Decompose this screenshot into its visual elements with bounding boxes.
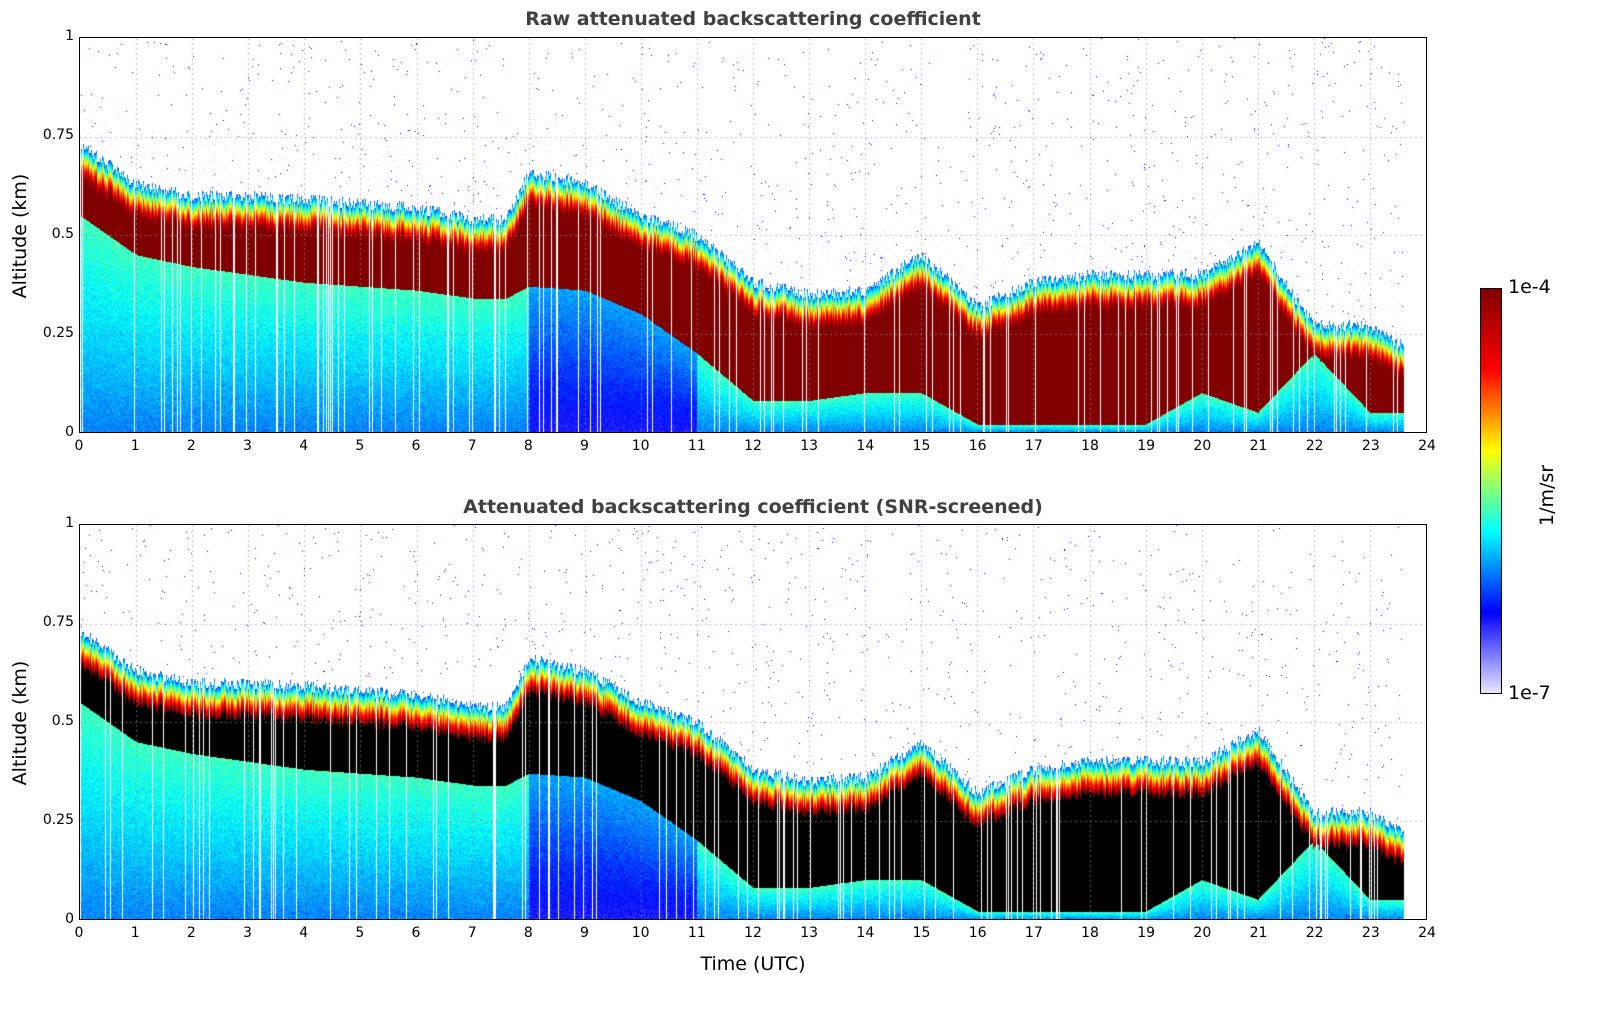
x-tick-label: 7 bbox=[467, 925, 477, 941]
x-tick-label: 23 bbox=[1361, 438, 1380, 454]
x-tick-label: 12 bbox=[744, 925, 762, 941]
x-tick-label: 22 bbox=[1305, 925, 1324, 941]
x-tick-label: 18 bbox=[1081, 925, 1099, 941]
y-tick-label: 0.25 bbox=[42, 812, 74, 828]
colorbar-max-label: 1e-4 bbox=[1508, 276, 1551, 298]
y-tick-label: 0 bbox=[65, 911, 74, 927]
x-tick-label: 10 bbox=[631, 438, 650, 454]
x-tick-label: 24 bbox=[1418, 438, 1436, 454]
x-tick-label: 16 bbox=[968, 925, 987, 941]
x-tick-label: 24 bbox=[1418, 925, 1436, 941]
y-tick-label: 0 bbox=[65, 424, 74, 440]
colorbar-min-label: 1e-7 bbox=[1508, 682, 1551, 704]
x-tick-label: 22 bbox=[1305, 438, 1324, 454]
x-tick-label: 11 bbox=[687, 925, 706, 941]
x-tick-label: 10 bbox=[631, 925, 650, 941]
y-tick-label: 0.5 bbox=[51, 226, 74, 242]
x-tick-label: 5 bbox=[355, 925, 365, 941]
y-tick-label: 1 bbox=[65, 28, 74, 44]
x-tick-label: 6 bbox=[411, 438, 421, 454]
y-tick-label: 0.75 bbox=[42, 614, 74, 630]
x-tick-label: 15 bbox=[912, 438, 931, 454]
bottom-plot-title: Attenuated backscattering coefficient (S… bbox=[463, 496, 1043, 518]
x-tick-label: 3 bbox=[243, 925, 252, 941]
x-tick-label: 9 bbox=[580, 925, 589, 941]
colorbar-units-label: 1/m/sr bbox=[1536, 464, 1558, 526]
x-tick-label: 6 bbox=[411, 925, 421, 941]
x-tick-label: 2 bbox=[186, 925, 196, 941]
x-tick-label: 23 bbox=[1361, 925, 1380, 941]
x-tick-label: 20 bbox=[1193, 925, 1212, 941]
x-tick-label: 18 bbox=[1081, 438, 1099, 454]
x-tick-label: 5 bbox=[355, 438, 365, 454]
x-tick-label: 19 bbox=[1137, 925, 1156, 941]
y-tick-label: 0.75 bbox=[42, 127, 74, 143]
x-tick-label: 4 bbox=[299, 438, 309, 454]
x-tick-label: 17 bbox=[1024, 438, 1043, 454]
x-axis-label: Time (UTC) bbox=[700, 953, 806, 975]
x-tick-label: 7 bbox=[467, 438, 477, 454]
colorbar bbox=[1480, 288, 1502, 694]
x-tick-label: 11 bbox=[687, 438, 706, 454]
x-tick-label: 8 bbox=[523, 925, 533, 941]
y-tick-label: 0.5 bbox=[51, 713, 74, 729]
x-tick-label: 2 bbox=[186, 438, 196, 454]
x-tick-label: 0 bbox=[74, 438, 84, 454]
x-tick-label: 21 bbox=[1249, 438, 1268, 454]
x-tick-label: 13 bbox=[800, 925, 819, 941]
x-tick-label: 3 bbox=[243, 438, 252, 454]
x-tick-label: 9 bbox=[580, 438, 589, 454]
x-tick-label: 8 bbox=[523, 438, 533, 454]
x-tick-label: 1 bbox=[130, 438, 140, 454]
x-tick-label: 20 bbox=[1193, 438, 1212, 454]
x-tick-label: 14 bbox=[856, 438, 875, 454]
y-tick-label: 0.25 bbox=[42, 325, 74, 341]
y-tick-label: 1 bbox=[65, 515, 74, 531]
x-tick-label: 13 bbox=[800, 438, 819, 454]
x-tick-label: 4 bbox=[299, 925, 309, 941]
x-tick-label: 21 bbox=[1249, 925, 1268, 941]
x-tick-label: 19 bbox=[1137, 438, 1156, 454]
x-tick-label: 1 bbox=[130, 925, 140, 941]
x-tick-label: 15 bbox=[912, 925, 931, 941]
x-tick-label: 0 bbox=[74, 925, 84, 941]
x-tick-label: 17 bbox=[1024, 925, 1043, 941]
top-heatmap-plot bbox=[79, 37, 1427, 433]
x-tick-label: 12 bbox=[744, 438, 762, 454]
bottom-heatmap-plot bbox=[79, 524, 1427, 920]
x-tick-label: 16 bbox=[968, 438, 987, 454]
top-plot-title: Raw attenuated backscattering coefficien… bbox=[525, 8, 981, 30]
x-tick-label: 14 bbox=[856, 925, 875, 941]
